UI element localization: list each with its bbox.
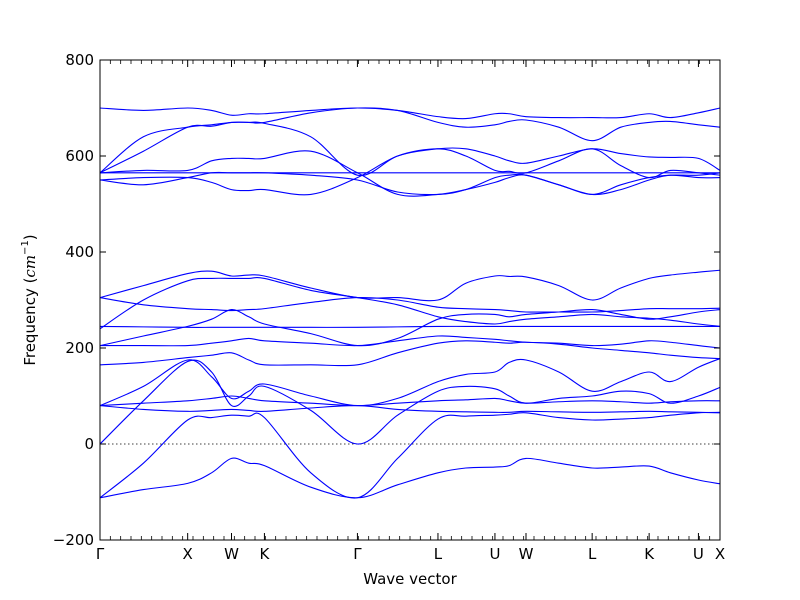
x-tick-label: Γ — [353, 545, 362, 563]
y-tick-label: 0 — [84, 435, 94, 453]
band-line-17 — [99, 150, 721, 197]
x-tick-label: L — [434, 545, 443, 563]
band-line-10 — [99, 325, 720, 328]
band-line-6 — [99, 395, 721, 407]
x-tick-label: W — [519, 545, 534, 563]
band-line-11 — [99, 296, 721, 313]
x-tick-label: K — [644, 545, 655, 563]
x-tick-label: U — [489, 545, 500, 563]
x-tick-label: Γ — [96, 545, 105, 563]
x-tick-label: X — [183, 545, 193, 563]
band-line-8 — [99, 335, 721, 349]
band-line-2 — [99, 411, 721, 499]
y-tick-label: 800 — [65, 51, 94, 69]
band-line-3 — [99, 359, 721, 445]
band-line-5 — [99, 405, 721, 414]
series-layer — [99, 107, 721, 499]
x-tick-label: L — [588, 545, 597, 563]
y-axis-label: Frequency (cm−1) — [20, 234, 39, 365]
band-line-19 — [99, 107, 721, 174]
y-tick-label: −200 — [53, 531, 94, 549]
x-minor-ticks — [109, 60, 711, 540]
band-line-12 — [99, 269, 721, 302]
plot-background — [100, 60, 720, 540]
band-line-13 — [99, 276, 721, 330]
band-line-20 — [99, 107, 721, 120]
y-tick-label: 600 — [65, 147, 94, 165]
band-line-7 — [99, 340, 721, 367]
band-line-1 — [99, 457, 721, 499]
y-tick-label: 400 — [65, 243, 94, 261]
x-tick-label: U — [693, 545, 704, 563]
band-line-4 — [99, 358, 721, 407]
y-axis-ticks: −200 0 200 400 600 800 — [53, 51, 720, 549]
x-tick-label: X — [715, 545, 725, 563]
x-tick-label: W — [224, 545, 239, 563]
x-axis-label: Wave vector — [363, 570, 457, 588]
band-line-18 — [99, 121, 721, 177]
x-tick-label: K — [260, 545, 271, 563]
y-tick-label: 200 — [65, 339, 94, 357]
